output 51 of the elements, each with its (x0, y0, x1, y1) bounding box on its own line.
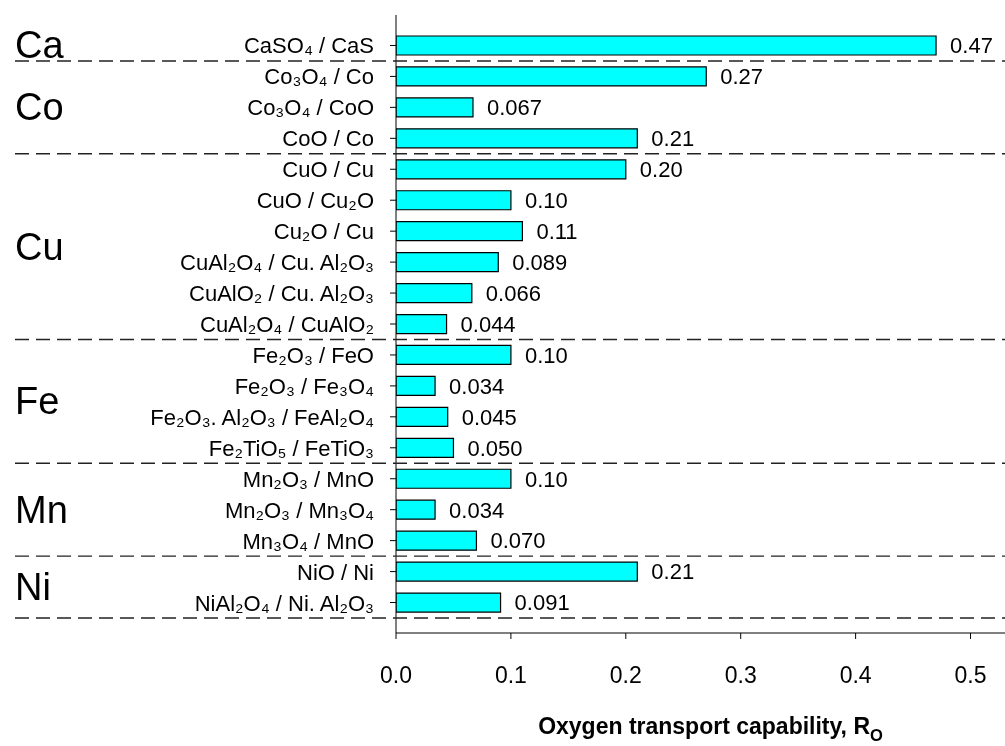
y-tick-label: Fe₂TiO₅ / FeTiO₃ (208, 435, 374, 461)
data-label: 0.050 (467, 435, 523, 461)
data-label: 0.21 (651, 126, 695, 152)
x-tick-label: 0.5 (954, 662, 987, 689)
y-tick-label: Co₃O₄ / Co (264, 63, 374, 89)
data-label: 0.066 (485, 280, 541, 306)
text: Mn (15, 488, 68, 531)
x-tick-label: 0.0 (380, 662, 412, 689)
y-tick-label: CuO / Cu (282, 156, 374, 182)
data-label: 0.091 (514, 590, 570, 616)
data-label: 0.10 (524, 188, 568, 214)
y-tick-label: CuAl₂O₄ / CuAlO₂ (200, 311, 374, 337)
data-label: 0.070 (490, 528, 546, 554)
y-tick-label: Mn₂O₃ / Mn₃O₄ (224, 497, 375, 523)
x-axis-title: Oxygen transport capability, R$_{O}$ (538, 713, 883, 745)
data-label: 0.10 (524, 466, 568, 492)
y-tick-label: CuAl₂O₄ / Cu. Al₂O₃ (180, 249, 374, 275)
data-label: 0.089 (512, 249, 568, 275)
data-label: 0.044 (460, 311, 516, 337)
y-tick-label: CuO / Cu₂O (256, 187, 374, 213)
y-tick-label: Mn₂O₃ / MnO (242, 466, 374, 492)
y-tick-label: Mn₃O₄ / MnO (242, 528, 374, 554)
x-tick-label: 0.1 (494, 662, 527, 689)
y-tick-label: CoO / Co (282, 125, 374, 151)
y-tick-label: Fe₂O₃ / Fe₃O₄ (234, 373, 375, 399)
text: Fe (15, 380, 60, 423)
data-label: 0.11 (536, 218, 578, 244)
y-tick-label: CaSO₄ / CaS (243, 32, 374, 58)
data-label: 0.045 (461, 404, 517, 430)
x-tick-label: 0.3 (724, 662, 757, 689)
data-label: 0.034 (449, 373, 505, 399)
y-tick-label: Fe₂O₃ / FeO (252, 342, 374, 368)
y-tick-label: Co₃O₄ / CoO (247, 94, 374, 120)
text: Co (15, 86, 64, 129)
y-tick-label: Cu₂O / Cu (273, 218, 374, 244)
x-tick-label: 0.4 (839, 662, 872, 689)
data-label: 0.47 (950, 33, 993, 59)
data-label: 0.27 (720, 64, 764, 90)
data-label: 0.034 (449, 497, 505, 523)
data-label: 0.20 (639, 157, 683, 183)
y-tick-label: NiAl₂O₄ / Ni. Al₂O₃ (194, 590, 374, 616)
x-tick-label: 0.2 (609, 662, 642, 689)
y-tick-label: CuAlO₂ / Cu. Al₂O₃ (189, 280, 374, 306)
text: Cu (15, 225, 64, 268)
y-tick-label: Fe₂O₃. Al₂O₃ / FeAl₂O₄ (150, 404, 375, 430)
data-label: 0.21 (651, 559, 695, 585)
data-label: 0.067 (486, 95, 543, 121)
text: Ca (15, 24, 65, 67)
y-tick-label: NiO / Ni (297, 559, 374, 585)
data-label: 0.10 (524, 342, 568, 368)
text: Ni (15, 566, 51, 609)
